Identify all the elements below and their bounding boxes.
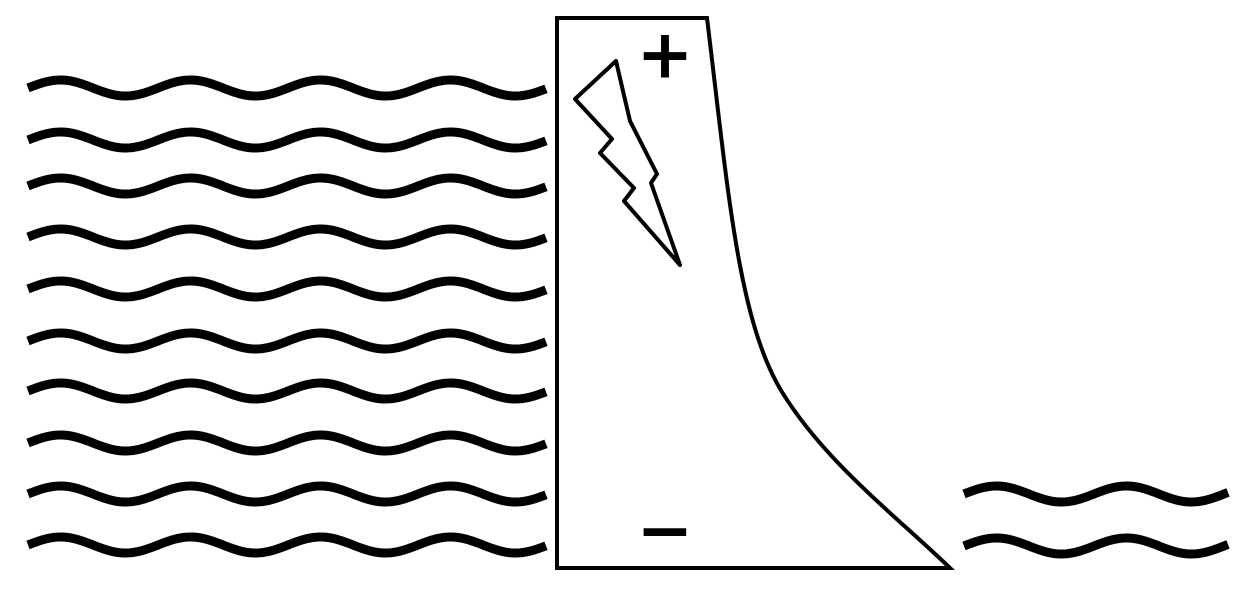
wave (26, 328, 548, 354)
wave (962, 481, 1230, 507)
wave (26, 430, 548, 456)
wave (26, 173, 548, 199)
wave (962, 533, 1230, 559)
negative-sign: − (637, 492, 694, 571)
wave (26, 224, 548, 250)
lightning-bolt (573, 59, 682, 267)
wave (26, 481, 548, 507)
positive-sign: + (637, 16, 694, 95)
wave (26, 532, 548, 558)
wave (26, 276, 548, 302)
water (26, 75, 1230, 559)
wave (26, 378, 548, 404)
wave (26, 127, 548, 153)
dam (555, 16, 955, 570)
wave (26, 75, 548, 101)
